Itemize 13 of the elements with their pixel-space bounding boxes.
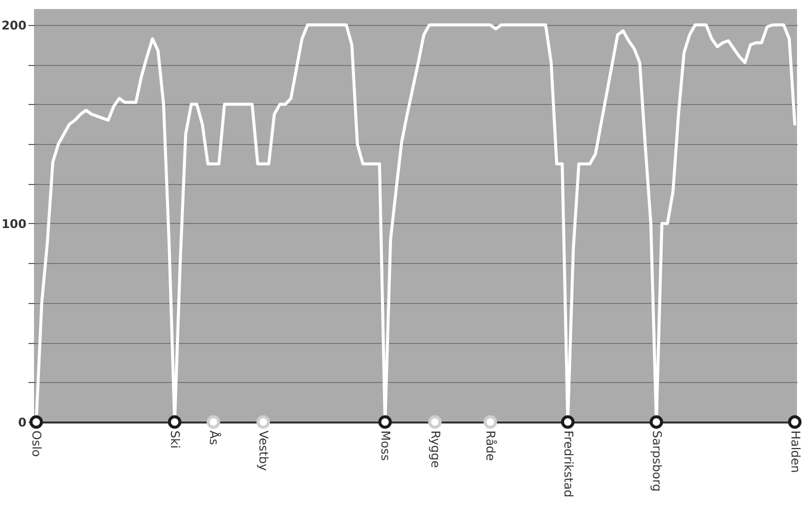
x-tick-label: Fredrikstad [561,430,576,498]
x-tick-label: Rygge [428,430,442,468]
x-tick-label: Vestby [256,430,271,471]
x-tick-label: Sarpsborg [650,430,664,492]
y-tick-label: 0 [18,416,26,430]
x-tick-label: Ski [168,430,182,448]
x-tick-label: Oslo [30,430,44,457]
x-tick-label: Ås [206,430,222,445]
y-tick-label: 100 [1,216,26,231]
x-tick-label: Råde [484,430,498,461]
x-tick-label: Halden [788,430,802,473]
y-tick-label: 200 [1,18,26,32]
x-tick-label: Moss [378,430,393,461]
